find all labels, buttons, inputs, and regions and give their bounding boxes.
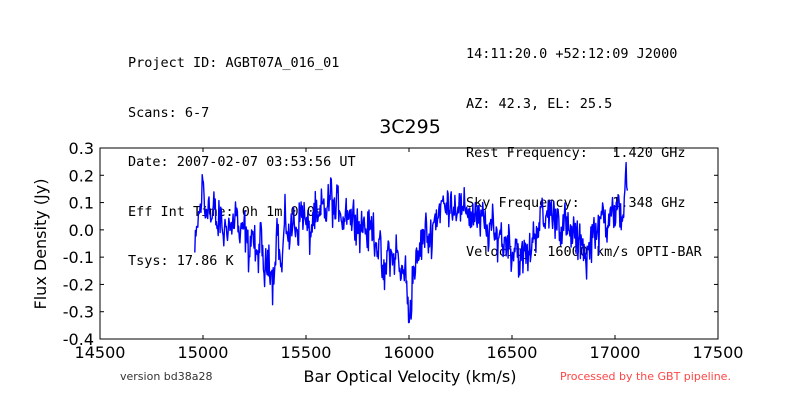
spectrum-series-line xyxy=(194,161,629,324)
y-tick-label: -0.4 xyxy=(63,330,94,349)
y-tick-label: 0.3 xyxy=(69,139,94,158)
y-tick-label: -0.3 xyxy=(63,303,94,322)
x-axis-label: Bar Optical Velocity (km/s) xyxy=(304,367,517,386)
y-tick-label: -0.1 xyxy=(63,248,94,267)
y-tick-label: 0.1 xyxy=(69,194,94,213)
pipeline-note: Processed by the GBT pipeline. xyxy=(560,370,731,383)
observation-info-right: 14:11:20.0 +52:12:09 J2000 AZ: 42.3, EL:… xyxy=(466,13,702,277)
tsys-line: Tsys: 17.86 K xyxy=(128,253,234,269)
y-axis-label: Flux Density (Jy) xyxy=(31,179,50,310)
x-tick-label: 14500 xyxy=(75,343,126,362)
chart-title: 3C295 xyxy=(379,116,441,138)
x-tick-label: 16000 xyxy=(384,343,435,362)
x-tick-label: 15500 xyxy=(281,343,332,362)
az-el-line: AZ: 42.3, EL: 25.5 xyxy=(466,95,613,112)
y-tick-label: 0.2 xyxy=(69,166,94,185)
coordinates-line: 14:11:20.0 +52:12:09 J2000 xyxy=(466,46,678,62)
plot-frame xyxy=(99,147,719,340)
y-tick-label: 0.0 xyxy=(69,221,94,240)
project-id-line: Project ID: AGBT07A_016_01 xyxy=(128,55,340,71)
rest-frequency-line: Rest Frequency: 1.420 GHz xyxy=(466,145,686,161)
x-tick-label: 17500 xyxy=(693,343,744,362)
date-line: Date: 2007-02-07 03:53:56 UT xyxy=(128,154,356,170)
x-tick-label: 16500 xyxy=(487,343,538,362)
x-tick-label: 15000 xyxy=(178,343,229,362)
x-tick-label: 17000 xyxy=(590,343,641,362)
y-tick-label: -0.2 xyxy=(63,275,94,294)
version-label: version bd38a28 xyxy=(120,370,213,383)
scans-line: Scans: 6-7 xyxy=(128,104,210,121)
